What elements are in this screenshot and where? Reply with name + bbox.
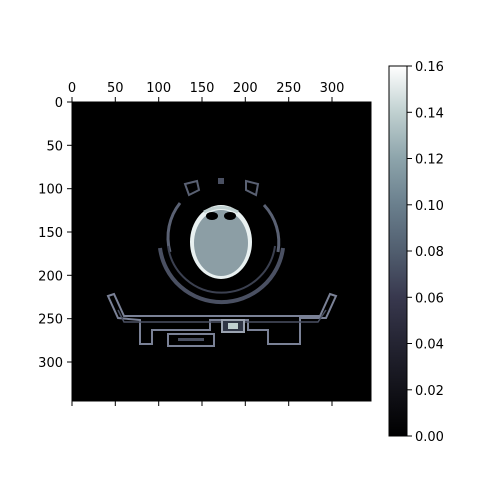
couch-outline — [106, 292, 338, 345]
x-tick-label: 300 — [320, 81, 345, 96]
couch-rail — [167, 333, 215, 347]
colorbar-tick-label: 0.08 — [415, 245, 444, 260]
image-axes — [71, 101, 372, 402]
couch-rail — [178, 338, 204, 341]
image-frame — [71, 101, 372, 402]
y-tick-label: 50 — [46, 139, 63, 154]
colorbar-tick-label: 0.02 — [415, 384, 444, 399]
colorbar-gradient — [389, 66, 407, 436]
marker — [218, 178, 224, 184]
head-holder-segment — [183, 179, 201, 197]
colorbar-tick-label: 0.10 — [415, 199, 444, 214]
head-holder-arc — [167, 245, 276, 294]
y-tick-label: 200 — [38, 269, 63, 284]
colorbar: 0.00 0.02 0.04 0.06 0.08 0.10 0.12 0.14 … — [388, 60, 444, 445]
x-axis-top: 0 50 100 150 200 250 300 — [68, 81, 345, 102]
x-tick-label: 150 — [190, 81, 215, 96]
brain — [194, 210, 248, 276]
y-tick-label: 250 — [38, 313, 63, 328]
nose — [203, 206, 239, 214]
x-tick-label: 250 — [276, 81, 301, 96]
y-tick-label: 150 — [38, 226, 63, 241]
x-tick-label: 100 — [146, 81, 171, 96]
sinus — [206, 212, 218, 220]
head-holder-arc — [262, 203, 281, 253]
y-tick-label: 100 — [38, 183, 63, 198]
x-axis-bottom — [71, 401, 333, 406]
x-tick-label: 0 — [68, 81, 76, 96]
sinus — [224, 212, 236, 220]
colorbar-tick-label: 0.00 — [415, 430, 444, 445]
colorbar-tick-label: 0.12 — [415, 153, 444, 168]
colorbar-tick-label: 0.14 — [415, 106, 444, 121]
colorbar-tick-label: 0.04 — [415, 338, 444, 353]
head-holder-segment — [245, 179, 260, 197]
head-holder-arc — [158, 247, 285, 305]
ct-image — [106, 178, 338, 347]
x-tick-label: 50 — [107, 81, 124, 96]
colorbar-tick-label: 0.06 — [415, 291, 444, 306]
y-tick-label: 0 — [55, 96, 63, 111]
y-axis: 0 50 100 150 200 250 300 — [38, 96, 72, 371]
colorbar-tick-label: 0.16 — [415, 60, 444, 75]
couch-block-center — [228, 323, 238, 329]
y-tick-label: 300 — [38, 356, 63, 371]
x-tick-label: 200 — [233, 81, 258, 96]
